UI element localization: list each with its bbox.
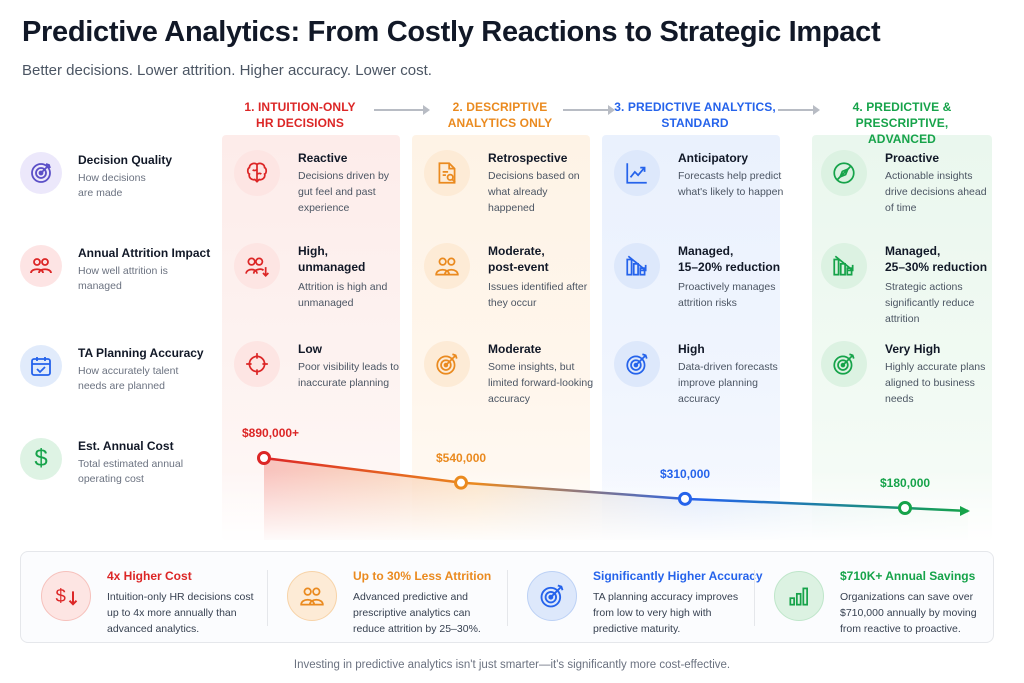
brain-icon (234, 150, 280, 196)
cell-title: Moderate (488, 342, 542, 356)
row-desc: How decisions are made (78, 172, 146, 199)
calendar-check-icon (20, 345, 62, 387)
stage-arrow-1 (374, 105, 430, 115)
cell-title: High, unmanaged (298, 244, 366, 274)
cell-desc: Actionable insights drive decisions ahea… (885, 170, 987, 214)
stage-3-header: 3. PREDICTIVE ANALYTICS, STANDARD (614, 100, 776, 130)
report-search-icon (424, 150, 470, 196)
bar-chart-icon (774, 571, 824, 621)
bars-down-icon (821, 243, 867, 289)
cell-desc: Some insights, but limited forward-looki… (488, 361, 594, 405)
row-title: Decision Quality (78, 153, 173, 167)
divider (267, 570, 268, 626)
divider (507, 570, 508, 626)
bars-down-icon (614, 243, 660, 289)
page-subtitle: Better decisions. Lower attrition. Highe… (22, 62, 432, 79)
cell-desc: Highly accurate plans aligned to busines… (885, 361, 986, 405)
target-arrow-icon (614, 341, 660, 387)
target-icon (20, 152, 62, 194)
cost-label: $310,000 (660, 466, 711, 481)
cell-desc: Decisions based on what already happened (488, 170, 580, 214)
crosshair-icon (234, 341, 280, 387)
cell-desc: Forecasts help predict what's likely to … (678, 170, 784, 198)
summary-title: 4x Higher Cost (107, 569, 192, 583)
summary-title: $710K+ Annual Savings (840, 569, 976, 583)
summary-panel: $ 4x Higher Cost Intuition-only HR decis… (20, 551, 994, 643)
cell-title: Retrospective (488, 151, 568, 165)
cell-title: Managed, 25–30% reduction (885, 244, 988, 274)
summary-item-cost: $ 4x Higher Cost Intuition-only HR decis… (21, 552, 266, 644)
cost-label: $890,000+ (242, 426, 300, 440)
people-icon (424, 243, 470, 289)
people-icon (287, 571, 337, 621)
summary-title: Up to 30% Less Attrition (353, 569, 492, 583)
cell-title: Moderate, post-event (488, 244, 549, 274)
cost-label: $540,000 (436, 450, 487, 465)
summary-item-savings: $710K+ Annual Savings Organizations can … (754, 552, 994, 644)
cell-title: Anticipatory (678, 151, 749, 165)
summary-desc: Advanced predictive and prescriptive ana… (353, 591, 481, 635)
cell-title: Proactive (885, 151, 940, 165)
cell-title: High (678, 342, 705, 356)
cell-desc: Proactively manages attrition risks (678, 281, 776, 309)
row-title: Est. Annual Cost (78, 439, 174, 453)
target-arrow-icon (424, 341, 470, 387)
summary-desc: Intuition-only HR decisions cost up to 4… (107, 591, 254, 635)
summary-desc: TA planning accuracy improves from low t… (593, 591, 739, 635)
footer-note: Investing in predictive analytics isn't … (293, 659, 731, 671)
cell-desc: Decisions driven by gut feel and past ex… (298, 170, 390, 214)
compass-icon (821, 150, 867, 196)
cell-desc: Issues identified after they occur (488, 281, 588, 309)
dollar-icon: $ (20, 438, 62, 480)
cell-title: Managed, 15–20% reduction (678, 244, 781, 274)
summary-item-accuracy: Significantly Higher Accuracy TA plannin… (507, 552, 763, 644)
divider (754, 570, 755, 626)
trend-up-icon (614, 150, 660, 196)
people-down-icon (234, 243, 280, 289)
stage-2-header: 2. DESCRIPTIVE ANALYTICS ONLY (447, 100, 553, 130)
cell-title: Reactive (298, 151, 348, 165)
stage-arrow-3 (778, 105, 820, 115)
dollar-down-icon: $ (41, 571, 91, 621)
summary-desc: Organizations can save over $710,000 ann… (840, 591, 977, 635)
cell-title: Very High (885, 342, 941, 356)
target-arrow-icon (821, 341, 867, 387)
page-title: Predictive Analytics: From Costly Reacti… (22, 16, 881, 48)
stage-4-header: 4. PREDICTIVE & PRESCRIPTIVE, ADVANCED (852, 100, 952, 146)
cell-desc: Data-driven forecasts improve planning a… (678, 361, 778, 405)
cell-desc: Attrition is high and unmanaged (298, 281, 388, 309)
summary-item-attrition: Up to 30% Less Attrition Advanced predic… (267, 552, 507, 644)
svg-text:$: $ (56, 585, 67, 606)
cell-desc: Strategic actions significantly reduce a… (885, 281, 975, 325)
cost-label: $180,000 (880, 476, 931, 490)
target-arrow-icon (527, 571, 577, 621)
cell-desc: Poor visibility leads to inaccurate plan… (298, 361, 399, 389)
row-title: TA Planning Accuracy (78, 346, 204, 360)
stage-arrow-2 (563, 105, 615, 115)
row-title: Annual Attrition Impact (78, 246, 211, 260)
row-desc: How accurately talent needs are planned (78, 365, 179, 392)
summary-title: Significantly Higher Accuracy (593, 569, 763, 583)
cell-title: Low (298, 342, 322, 356)
people-icon (20, 245, 62, 287)
row-desc: How well attrition is managed (78, 265, 168, 292)
stage-1-header: 1. INTUITION-ONLY HR DECISIONS (244, 100, 356, 130)
row-desc: Total estimated annual operating cost (78, 458, 184, 485)
